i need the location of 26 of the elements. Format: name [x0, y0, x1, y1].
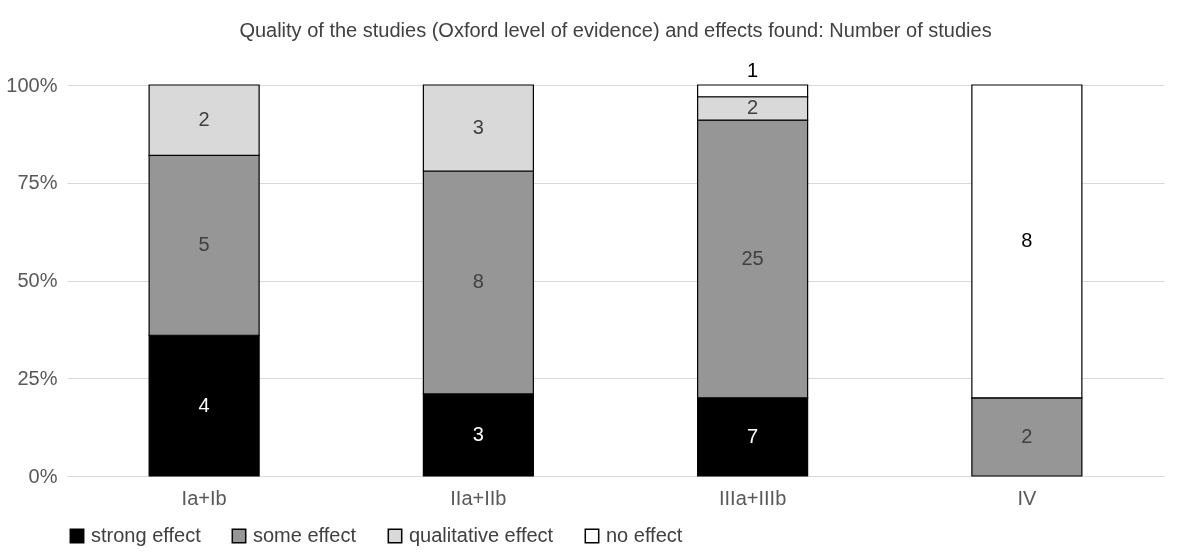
annotation: 3 — [472, 116, 484, 139]
legend-label: strong effect — [91, 524, 202, 546]
annotation: 7 — [747, 424, 759, 447]
legend-label: qualitative effect — [409, 524, 554, 546]
text: 1 — [747, 59, 759, 82]
annotation: 2 — [1021, 424, 1033, 447]
annotation: 25 — [741, 246, 764, 269]
y-tick-label: 75% — [17, 171, 58, 194]
legend-label: no effect — [606, 524, 683, 546]
x-tick-label: Ia+Ib — [181, 486, 227, 509]
annotation: 8 — [1021, 229, 1033, 252]
annotation: 2 — [747, 96, 759, 119]
x-tick-label: IV — [1017, 486, 1037, 509]
y-tick-label: 25% — [17, 366, 58, 389]
x-tick-label: IIIa+IIIb — [718, 486, 787, 509]
annotation: 4 — [198, 393, 210, 416]
y-tick-label: 50% — [17, 269, 58, 291]
annotation: 3 — [472, 422, 484, 445]
annotation: 5 — [198, 233, 210, 256]
annotation: 8 — [472, 270, 484, 293]
legend-label: some effect — [253, 524, 357, 546]
x-tick-label: IIa+IIb — [450, 486, 507, 509]
chart-title: Quality of the studies (Oxford level of evidence) and effects found: Number of studies — [239, 19, 992, 42]
y-tick-label: 0% — [28, 464, 58, 487]
annotation: 2 — [198, 108, 210, 131]
y-tick-label: 100% — [6, 73, 58, 96]
